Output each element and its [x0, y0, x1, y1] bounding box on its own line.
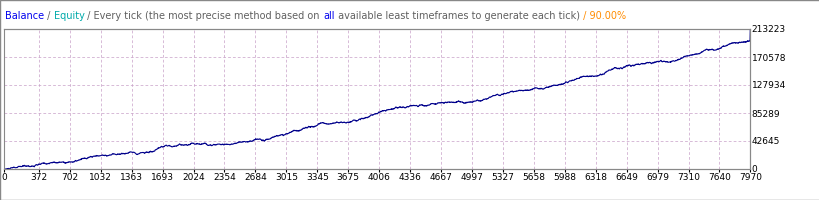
Text: Equity: Equity [53, 11, 84, 21]
Text: / Every tick (the most precise method based on: / Every tick (the most precise method ba… [84, 11, 323, 21]
Text: available least timeframes to generate each tick): available least timeframes to generate e… [334, 11, 579, 21]
Text: / 90.00%: / 90.00% [579, 11, 625, 21]
Text: all: all [323, 11, 334, 21]
Text: Balance: Balance [5, 11, 44, 21]
Text: /: / [44, 11, 53, 21]
